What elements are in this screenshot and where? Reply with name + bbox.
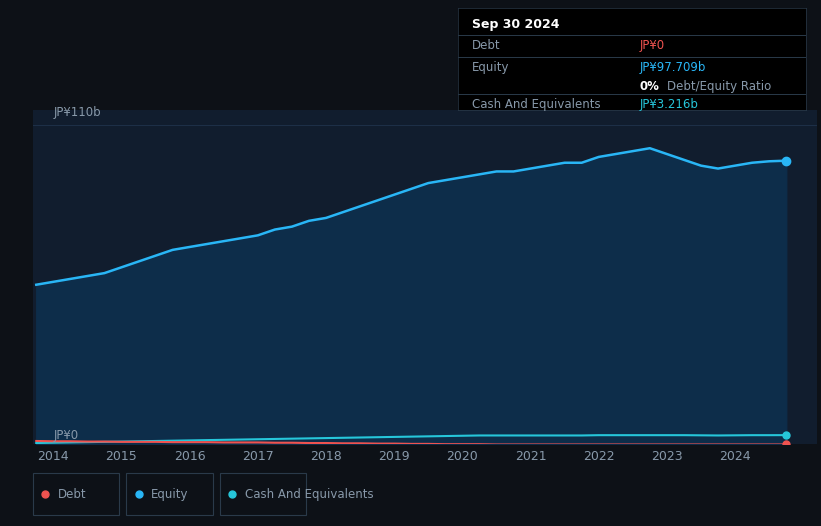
Text: 0%: 0% <box>639 79 659 93</box>
Text: Debt: Debt <box>472 39 501 52</box>
Text: JP¥3.216b: JP¥3.216b <box>639 98 698 111</box>
Text: JP¥0: JP¥0 <box>53 429 79 441</box>
Text: Equity: Equity <box>151 488 189 501</box>
Text: JP¥110b: JP¥110b <box>53 106 101 119</box>
FancyBboxPatch shape <box>126 473 213 515</box>
Text: Sep 30 2024: Sep 30 2024 <box>472 18 560 31</box>
Text: JP¥97.709b: JP¥97.709b <box>639 61 705 74</box>
Text: Cash And Equivalents: Cash And Equivalents <box>472 98 601 111</box>
FancyBboxPatch shape <box>33 473 119 515</box>
Text: Cash And Equivalents: Cash And Equivalents <box>245 488 374 501</box>
FancyBboxPatch shape <box>220 473 306 515</box>
Text: Debt/Equity Ratio: Debt/Equity Ratio <box>667 79 771 93</box>
Text: Debt: Debt <box>57 488 86 501</box>
Text: JP¥0: JP¥0 <box>639 39 664 52</box>
Text: Equity: Equity <box>472 61 510 74</box>
